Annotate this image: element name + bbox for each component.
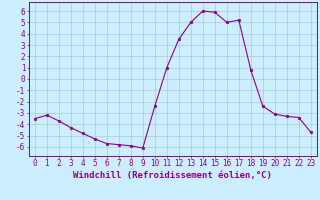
X-axis label: Windchill (Refroidissement éolien,°C): Windchill (Refroidissement éolien,°C) [73, 171, 272, 180]
